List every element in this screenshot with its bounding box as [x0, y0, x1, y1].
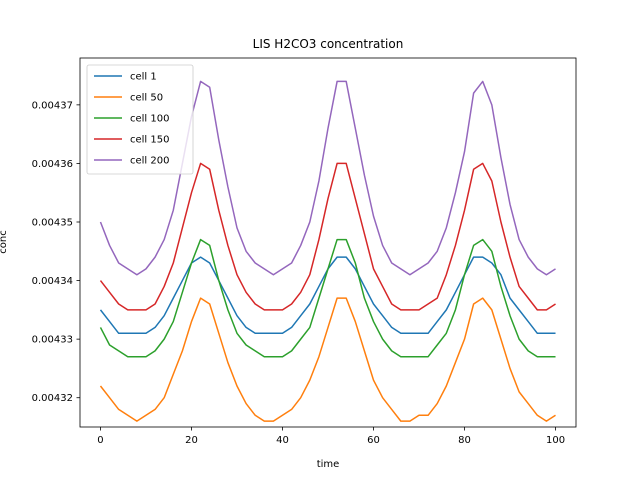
x-axis-label: time [317, 459, 340, 470]
x-tick-label: 0 [97, 435, 103, 446]
legend-label: cell 1 [130, 72, 157, 83]
legend: cell 1 cell 50 cell 100 cell 150 cell 200 [86, 64, 194, 175]
x-tick-label: 60 [367, 435, 380, 446]
x-tick-label: 100 [546, 435, 565, 446]
plot-area [99, 80, 556, 422]
y-tick-label: 0.00433 [32, 335, 73, 346]
series-line-cell-100 [99, 238, 556, 358]
y-axis-label: conc [0, 230, 9, 253]
y-tick-label: 0.00432 [32, 393, 73, 404]
series-line-cell-150 [99, 162, 556, 311]
legend-label: cell 200 [130, 156, 169, 167]
plot-frame [79, 57, 577, 428]
y-tick-label: 0.00436 [32, 159, 73, 170]
series-line-cell-200 [99, 80, 556, 276]
legend-label: cell 150 [130, 135, 169, 146]
legend-label: cell 50 [130, 93, 163, 104]
y-tick-label: 0.00434 [32, 276, 73, 287]
x-axis: 0 20 40 60 80 100 [97, 427, 565, 446]
x-tick-label: 40 [276, 435, 289, 446]
legend-label: cell 100 [130, 114, 169, 125]
series-line-cell-50 [99, 297, 556, 422]
y-axis: 0.00432 0.00433 0.00434 0.00435 0.00436 0.004… [32, 100, 80, 404]
x-tick-label: 80 [458, 435, 471, 446]
y-tick-label: 0.00435 [32, 218, 73, 229]
y-tick-label: 0.00437 [32, 100, 73, 111]
chart-title: LIS H2CO3 concentration [253, 37, 404, 51]
legend-box [86, 64, 194, 175]
x-tick-label: 20 [185, 435, 198, 446]
